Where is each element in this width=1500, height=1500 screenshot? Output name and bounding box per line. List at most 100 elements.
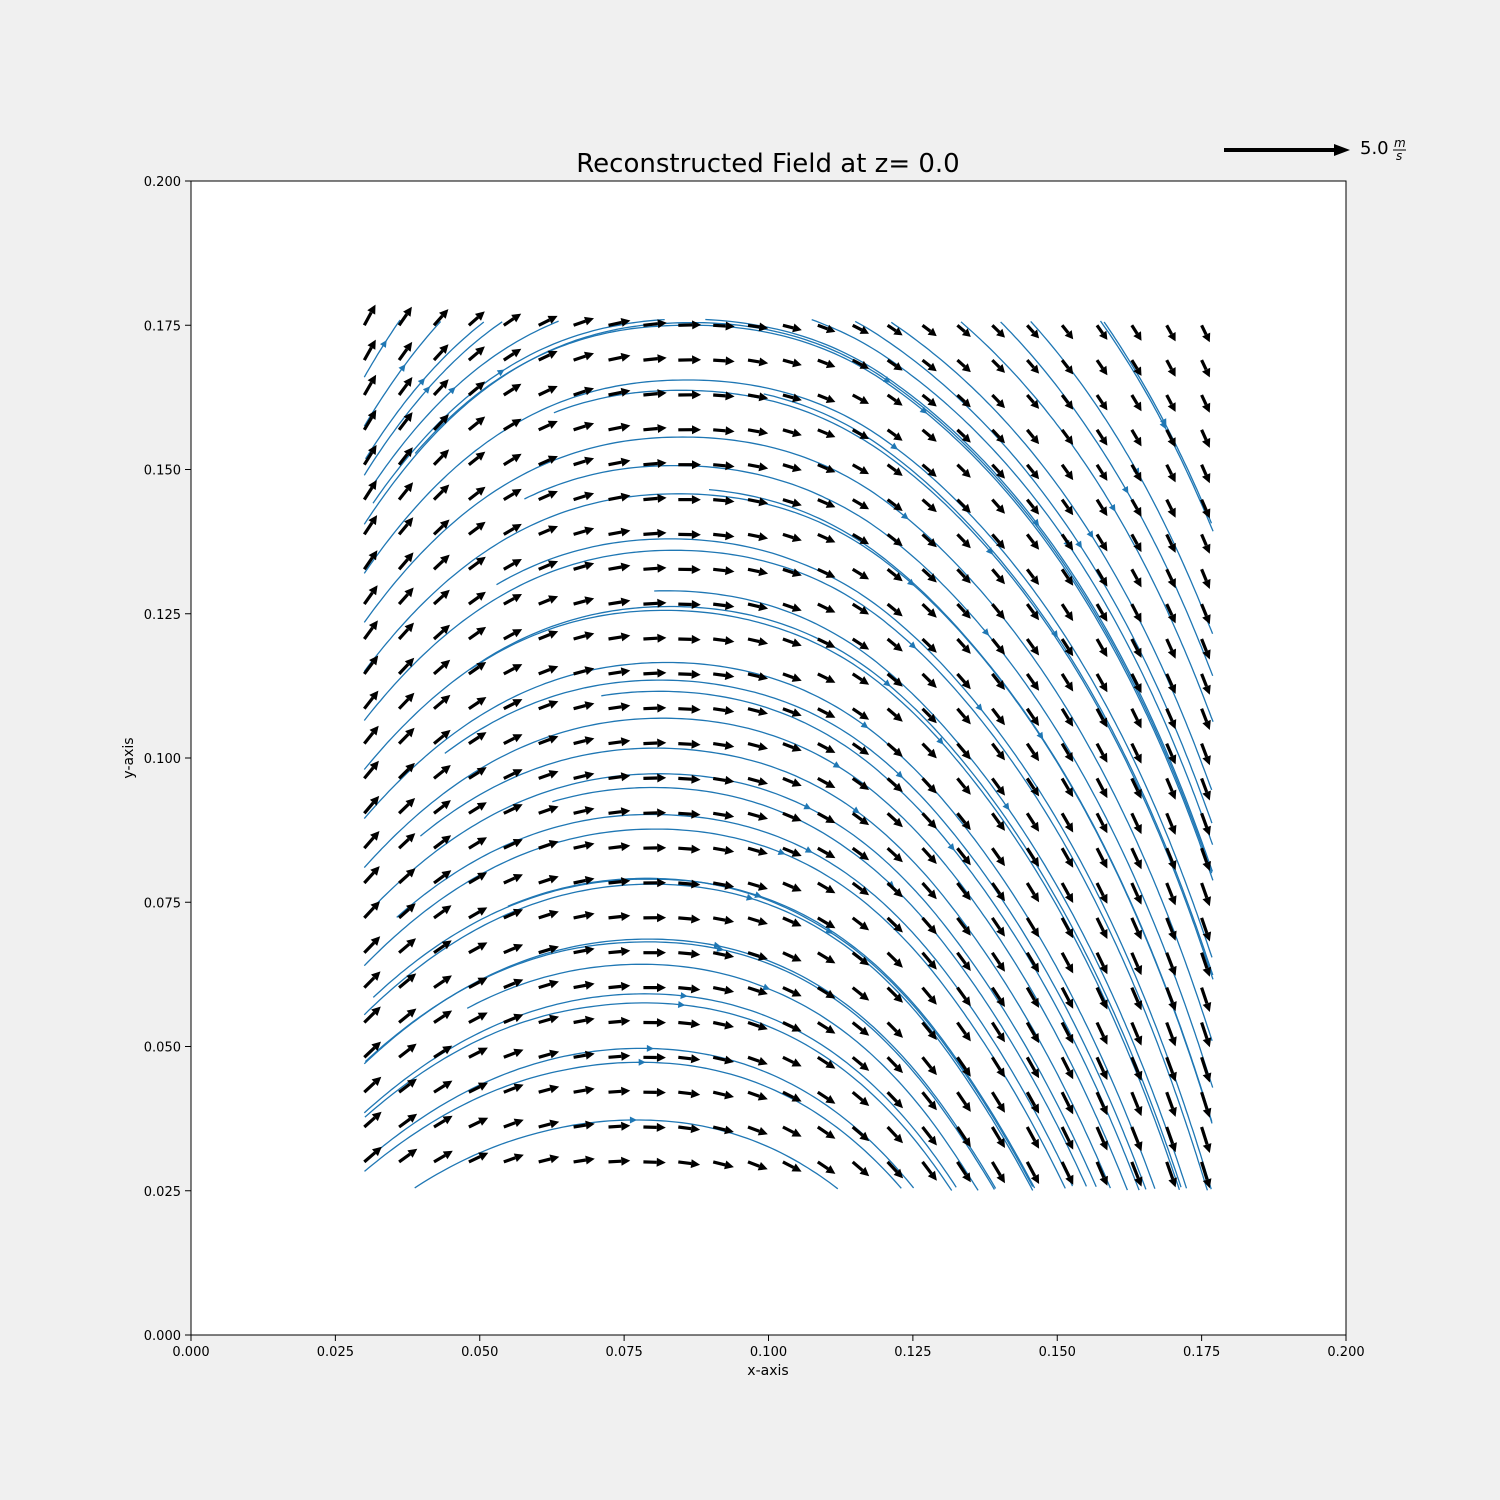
quiver-arrow-head xyxy=(548,665,559,674)
quiver-arrow-head xyxy=(370,831,380,841)
quiver-arrow-shaft xyxy=(433,909,446,920)
quiver-arrow-head xyxy=(404,657,415,668)
quiver-arrow-head xyxy=(859,360,869,369)
quiver-arrow-head xyxy=(792,463,802,473)
quiver-arrow-shaft xyxy=(398,942,411,954)
quiver-arrow-shaft xyxy=(713,428,726,433)
quiver-arrow-shaft xyxy=(608,635,622,641)
quiver-arrow-head xyxy=(927,573,937,583)
quiver-arrow-head xyxy=(996,1102,1005,1113)
quiver-arrow-shaft xyxy=(397,348,409,362)
quiver-arrow-head xyxy=(548,525,558,534)
quiver-arrow-head xyxy=(1099,647,1108,658)
quiver-arrow-shaft xyxy=(503,562,515,571)
quiver-arrow-head xyxy=(825,1130,836,1139)
streamline-arrowhead xyxy=(981,628,990,636)
quiver-arrow-head xyxy=(620,457,631,467)
quiver-arrow-shaft xyxy=(1165,812,1174,828)
quiver-arrow-head xyxy=(859,1061,870,1071)
quiver-arrow-head xyxy=(513,1118,524,1127)
quiver-arrow-head xyxy=(1202,755,1211,766)
quiver-arrow-head xyxy=(1167,402,1176,412)
quiver-arrow-head xyxy=(825,1024,836,1034)
quiver-arrow-head xyxy=(758,917,768,926)
quiver-arrow-shaft xyxy=(573,319,587,327)
quiver-arrow-shaft xyxy=(573,843,587,850)
quiver-arrow-shaft xyxy=(573,913,587,920)
quiver-arrow-head xyxy=(370,866,380,876)
quiver-arrow-head xyxy=(439,449,450,459)
quiver-arrow-shaft xyxy=(1165,638,1174,652)
quiver-arrow-head xyxy=(927,327,937,337)
quiver-arrow-shaft xyxy=(608,1054,622,1059)
quiver-arrow-shaft xyxy=(1060,882,1071,896)
quiver-arrow-head xyxy=(1133,612,1142,623)
quiver-arrow-head xyxy=(620,702,631,712)
quiver-arrow-head xyxy=(371,1076,382,1086)
quiver-arrow-shaft xyxy=(608,775,622,780)
quiver-arrow-head xyxy=(893,782,903,792)
quiver-arrow-shaft xyxy=(1130,463,1139,475)
quiver-arrow-head xyxy=(1030,364,1040,374)
quiver-arrow-head xyxy=(404,692,415,703)
streamline-arrowhead xyxy=(380,340,387,348)
streamline-arrowhead xyxy=(716,945,725,952)
quiver-arrow-head xyxy=(440,589,450,600)
quiver-arrow-head xyxy=(477,872,488,881)
quiver-arrow-shaft xyxy=(712,986,726,992)
quiver-arrow-head xyxy=(1099,999,1108,1010)
quiver-arrow-head xyxy=(547,385,558,394)
quiver-arrow-shaft xyxy=(1095,638,1105,651)
quiver-arrow-head xyxy=(1030,1138,1040,1149)
quiver-arrow-head xyxy=(439,309,449,319)
quiver-arrow-head xyxy=(859,1131,870,1142)
quiver-arrow-head xyxy=(1099,1175,1108,1186)
quiver-arrow-shaft xyxy=(712,776,726,782)
quiver-key-unit-numerator: m xyxy=(1394,136,1406,150)
quiver-arrow-shaft xyxy=(886,533,897,543)
quiver-arrow-head xyxy=(584,945,595,955)
quiver-arrow-shaft xyxy=(363,661,374,675)
streamline xyxy=(1000,321,1214,677)
quiver-arrow-head xyxy=(584,771,595,780)
quiver-arrow-shaft xyxy=(851,707,863,717)
x-tick-label: 0.025 xyxy=(317,1345,354,1360)
quiver-arrow-head xyxy=(620,912,631,921)
quiver-arrow-shaft xyxy=(1025,847,1036,861)
quiver-arrow-head xyxy=(758,532,769,542)
quiver-arrow-head xyxy=(621,1086,631,1096)
quiver-arrow-head xyxy=(369,760,379,771)
quiver-arrow-shaft xyxy=(398,1012,411,1024)
streamline xyxy=(890,321,1213,791)
quiver-arrow-head xyxy=(1134,1141,1143,1152)
quiver-arrow-head xyxy=(927,1065,937,1076)
quiver-arrow-head xyxy=(725,461,735,471)
quiver-arrow-shaft xyxy=(816,1125,829,1136)
quiver-arrow-shaft xyxy=(886,951,898,963)
quiver-arrow-head xyxy=(368,550,378,561)
quiver-arrow-shaft xyxy=(1200,568,1208,582)
quiver-arrow-head xyxy=(724,985,735,995)
quiver-arrow-head xyxy=(791,1093,802,1102)
quiver-arrow-shaft xyxy=(1025,742,1036,755)
quiver-arrow-shaft xyxy=(747,323,760,329)
quiver-arrow-head xyxy=(791,1058,802,1067)
quiver-arrow-shaft xyxy=(1095,742,1105,756)
quiver-arrow-head xyxy=(584,316,594,326)
quiver-arrow-head xyxy=(1064,470,1074,481)
quiver-arrow-shaft xyxy=(956,498,966,509)
quiver-arrow-shaft xyxy=(467,665,480,676)
quiver-arrow-shaft xyxy=(747,986,760,993)
quiver-arrow-head xyxy=(478,1152,489,1161)
quiver-arrow-head xyxy=(1168,965,1177,976)
quiver-arrow-shaft xyxy=(467,630,480,641)
quiver-arrow-head xyxy=(725,356,735,366)
streamline-arrowhead xyxy=(975,703,983,712)
quiver-arrow-head xyxy=(859,606,869,615)
quiver-arrow-shaft xyxy=(1165,987,1174,1004)
quiver-arrow-head xyxy=(791,813,802,822)
quiver-arrow-shaft xyxy=(747,846,760,853)
quiver-arrow-head xyxy=(1133,331,1142,341)
quiver-arrow-head xyxy=(859,746,870,755)
quiver-arrow-head xyxy=(757,952,768,961)
